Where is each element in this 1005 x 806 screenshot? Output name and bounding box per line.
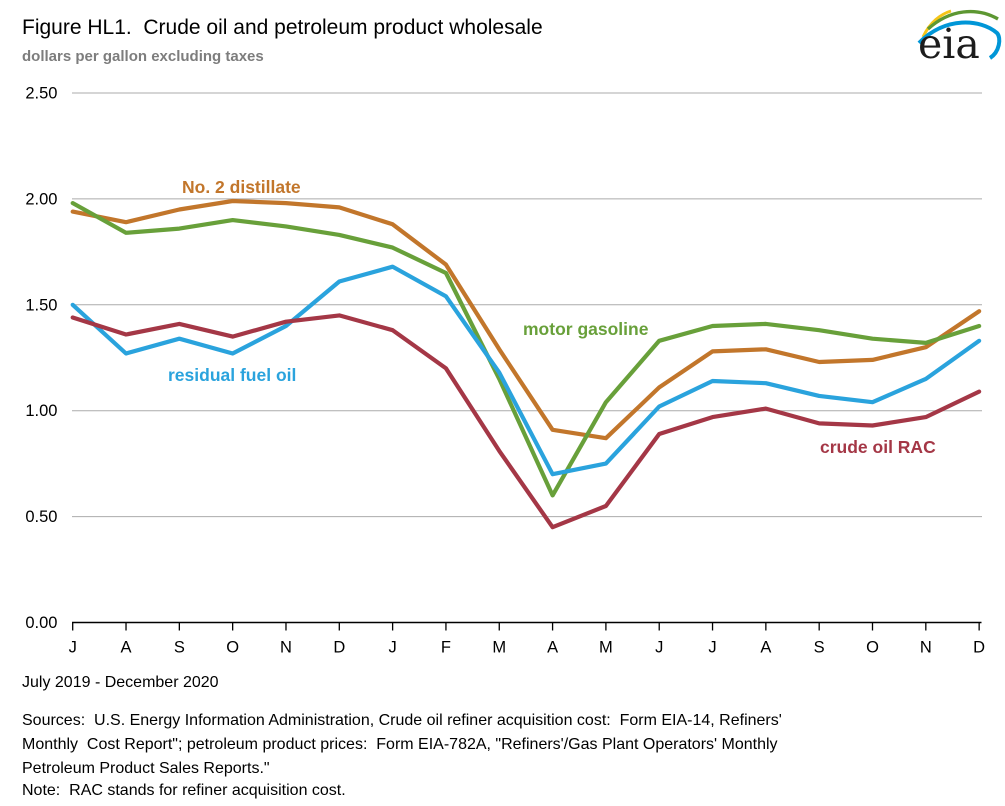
- series-line-residual-fuel-oil: [70, 264, 982, 477]
- series-line-motor-gasoline: [70, 201, 982, 498]
- eia-logo-green-swoosh-icon: [926, 9, 999, 31]
- chart-title: Figure HL1. Crude oil and petroleum prod…: [22, 16, 543, 39]
- x-axis-month-label: S: [814, 639, 825, 657]
- x-axis-month-label: F: [441, 639, 451, 657]
- y-axis-tick-label: 1.50: [25, 296, 57, 314]
- eia-logo-text: eia: [918, 20, 980, 66]
- y-axis-tick-label: 0.00: [25, 614, 57, 632]
- x-axis-month-label: D: [333, 639, 345, 657]
- x-axis-month-label: J: [69, 639, 77, 657]
- x-axis-month-label: A: [121, 639, 132, 657]
- x-axis-month-label: J: [708, 639, 716, 657]
- x-axis-month-label: O: [226, 639, 239, 657]
- x-axis-month-label: M: [492, 639, 506, 657]
- y-axis-tick-label: 2.00: [25, 190, 57, 208]
- series-label-no-2-distillate: No. 2 distillate: [182, 177, 301, 197]
- x-axis-month-label: A: [760, 639, 771, 657]
- x-axis-month-label: J: [655, 639, 663, 657]
- x-axis-month-label: A: [547, 639, 558, 657]
- y-axis-tick-label: 2.50: [25, 85, 57, 103]
- sources-text-line-3: Petroleum Product Sales Reports.": [22, 760, 270, 777]
- x-axis-month-label: N: [920, 639, 932, 657]
- sources-text-line-1: Sources: U.S. Energy Information Adminis…: [22, 712, 782, 729]
- x-axis-month-label: S: [174, 639, 185, 657]
- series-label-residual-fuel-oil: residual fuel oil: [168, 365, 296, 385]
- chart-units-subtitle: dollars per gallon excluding taxes: [22, 48, 264, 65]
- x-axis-month-label: J: [388, 639, 396, 657]
- eia-logo: eia: [917, 9, 1002, 66]
- series-line-crude-oil-rac: [70, 313, 982, 530]
- eia-logo-yellow-swoosh-icon: [921, 9, 952, 38]
- x-axis-period-label: July 2019 - December 2020: [22, 674, 219, 691]
- sources-text-line-2: Monthly Cost Report"; petroleum product …: [22, 736, 778, 753]
- series-label-motor-gasoline: motor gasoline: [523, 319, 649, 339]
- note-text: Note: RAC stands for refiner acquisition…: [22, 782, 346, 799]
- x-axis-month-label: M: [599, 639, 613, 657]
- x-axis-month-label: D: [973, 639, 985, 657]
- x-axis-month-label: N: [280, 639, 292, 657]
- series-label-crude-oil-rac: crude oil RAC: [820, 437, 936, 457]
- series-line-no-2-distillate: [70, 198, 982, 441]
- x-axis-month-label: O: [866, 639, 879, 657]
- y-axis-tick-label: 0.50: [25, 508, 57, 526]
- y-axis-tick-label: 1.00: [25, 402, 57, 420]
- eia-logo-blue-swoosh-icon: [917, 20, 1002, 60]
